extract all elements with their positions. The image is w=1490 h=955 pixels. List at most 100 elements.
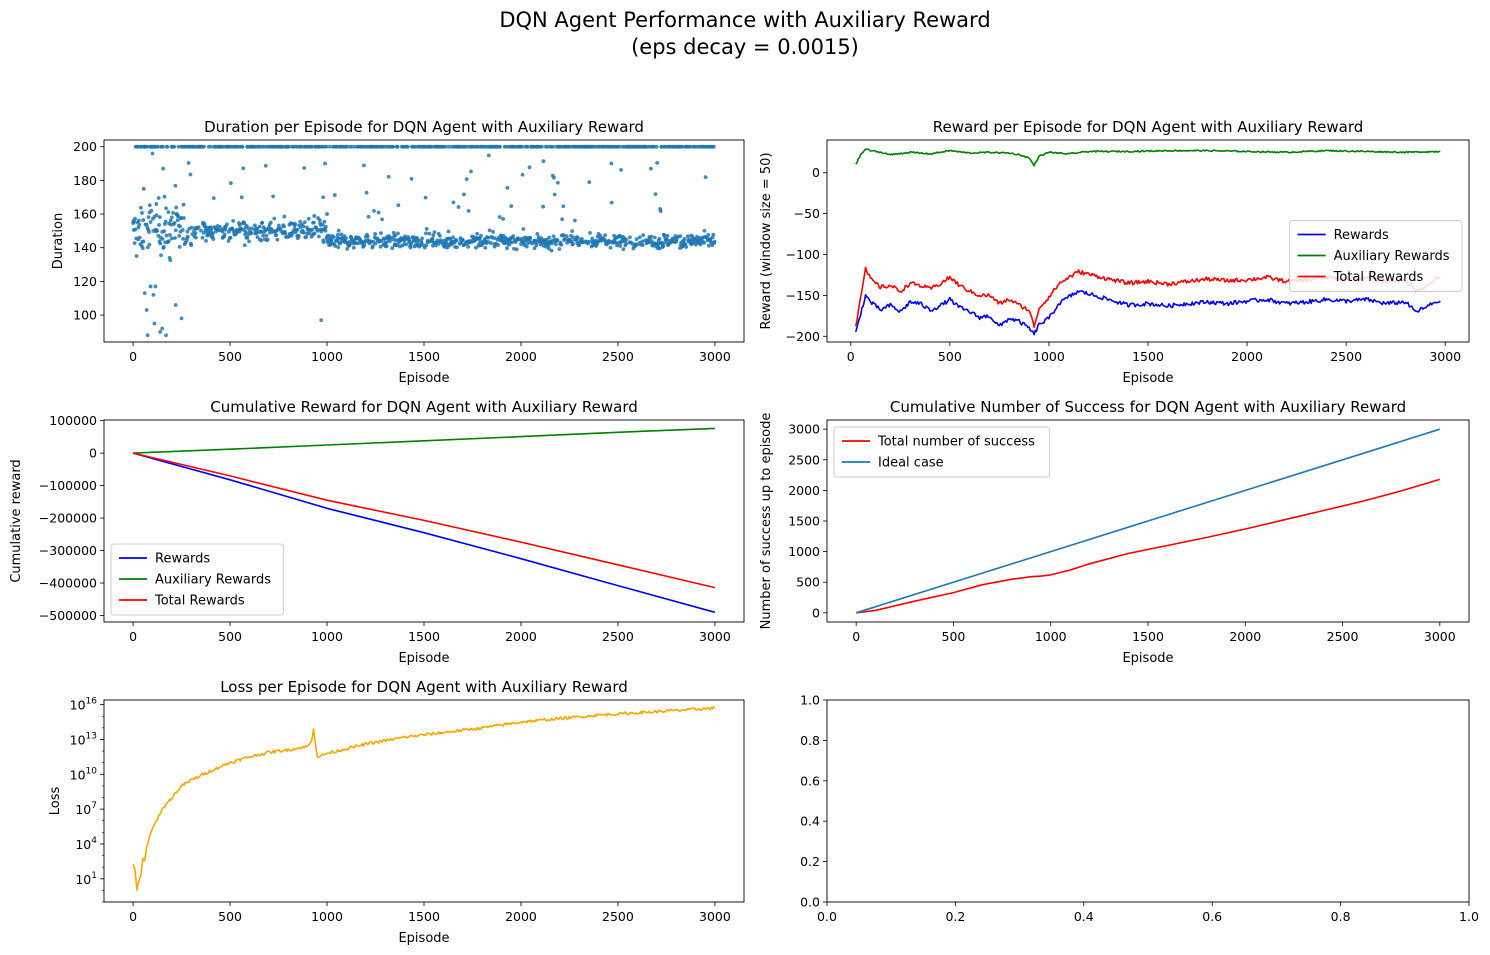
y-tick-label: −150 — [786, 288, 820, 303]
scatter-point — [466, 209, 471, 213]
x-tick-label: 1500 — [408, 629, 440, 644]
scatter-point — [344, 144, 349, 149]
scatter-point — [365, 234, 370, 239]
scatter-point — [141, 186, 146, 191]
scatter-point — [193, 231, 198, 236]
x-tick-label: 0.0 — [817, 909, 837, 924]
scatter-point — [698, 242, 703, 247]
chart-duration: Duration per Episode for DQN Agent with … — [51, 118, 745, 386]
scatter-point — [323, 228, 328, 233]
x-tick-label: 3000 — [1429, 349, 1461, 364]
scatter-point — [534, 243, 539, 248]
scatter-point — [404, 242, 409, 247]
scatter-point — [427, 231, 432, 236]
y-tick-label: 0.8 — [800, 733, 820, 748]
scatter-point — [665, 233, 670, 238]
plot-area — [132, 706, 716, 891]
legend-label: Total Rewards — [154, 594, 245, 609]
y-tick-label: 160 — [73, 207, 97, 222]
scatter-point — [514, 247, 519, 252]
scatter-point — [361, 163, 366, 168]
scatter-point — [160, 326, 165, 331]
x-tick-label: 2000 — [505, 909, 537, 924]
chart-loss: Loss per Episode for DQN Agent with Auxi… — [48, 678, 745, 946]
scatter-point — [555, 238, 560, 243]
y-tick-label: 0.6 — [800, 773, 820, 788]
scatter-point — [298, 219, 303, 224]
y-tick-label: 0 — [812, 165, 820, 180]
scatter-point — [225, 222, 229, 227]
x-tick-label: 1000 — [1033, 349, 1065, 364]
scatter-point — [394, 243, 399, 248]
scatter-point — [378, 244, 383, 249]
scatter-point — [456, 205, 461, 209]
scatter-point — [332, 193, 337, 197]
scatter-point — [624, 237, 629, 242]
scatter-point — [703, 175, 708, 180]
scatter-point — [509, 204, 514, 209]
scatter-point — [150, 151, 155, 156]
scatter-point — [628, 235, 632, 240]
scatter-point — [430, 236, 435, 241]
y-tick-label: −400000 — [39, 576, 97, 591]
scatter-point — [579, 237, 584, 241]
scatter-point — [151, 292, 156, 297]
axes-title: Reward per Episode for DQN Agent with Au… — [933, 118, 1364, 136]
x-tick-label: 0 — [852, 629, 860, 644]
scatter-point — [455, 245, 459, 250]
scatter-point — [310, 227, 315, 232]
scatter-point — [165, 144, 170, 149]
x-tick-label: 1500 — [1132, 629, 1164, 644]
scatter-point — [296, 234, 301, 238]
scatter-point — [640, 239, 645, 244]
scatter-point — [391, 144, 395, 149]
scatter-point — [405, 144, 410, 149]
scatter-point — [451, 200, 456, 205]
x-tick-label: 0 — [129, 909, 137, 924]
scatter-point — [168, 218, 173, 223]
scatter-point — [246, 226, 251, 231]
scatter-point — [553, 242, 558, 247]
plot-area — [855, 428, 1441, 614]
axes-title: Cumulative Reward for DQN Agent with Aux… — [210, 398, 638, 416]
scatter-point — [528, 235, 533, 240]
scatter-point — [682, 236, 687, 241]
scatter-point — [320, 223, 325, 227]
scatter-point — [242, 221, 247, 226]
y-tick-label: −300000 — [39, 543, 97, 558]
y-axis-label: Duration — [51, 213, 66, 269]
scatter-point — [507, 242, 512, 247]
chart-cumulative_success: Cumulative Number of Success for DQN Age… — [759, 398, 1470, 666]
scatter-point — [560, 217, 564, 222]
scatter-point — [211, 231, 215, 235]
scatter-point — [476, 144, 480, 149]
y-tick-label: −100000 — [39, 478, 97, 493]
scatter-point — [144, 222, 149, 227]
scatter-point — [492, 244, 497, 249]
scatter-point — [155, 229, 160, 233]
scatter-point — [142, 291, 147, 296]
scatter-point — [161, 144, 165, 149]
scatter-point — [153, 284, 158, 289]
scatter-point — [657, 236, 662, 241]
scatter-point — [684, 245, 689, 249]
scatter-point — [173, 236, 177, 240]
x-tick-label: 1500 — [408, 909, 440, 924]
scatter-point — [379, 231, 383, 236]
scatter-point — [173, 228, 178, 233]
scatter-point — [186, 161, 191, 165]
scatter-point — [324, 144, 329, 149]
scatter-point — [275, 237, 280, 242]
scatter-point — [520, 144, 525, 149]
scatter-point — [497, 215, 502, 219]
scatter-point — [688, 144, 692, 149]
scatter-point — [618, 244, 623, 248]
scatter-point — [152, 321, 157, 326]
legend-box — [1289, 220, 1463, 292]
scatter-point — [712, 239, 717, 244]
y-tick-label: −500000 — [39, 608, 97, 623]
y-tick-label: 1500 — [788, 514, 820, 529]
scatter-point — [202, 144, 206, 149]
x-tick-label: 2500 — [602, 629, 634, 644]
plot-area — [131, 144, 717, 338]
